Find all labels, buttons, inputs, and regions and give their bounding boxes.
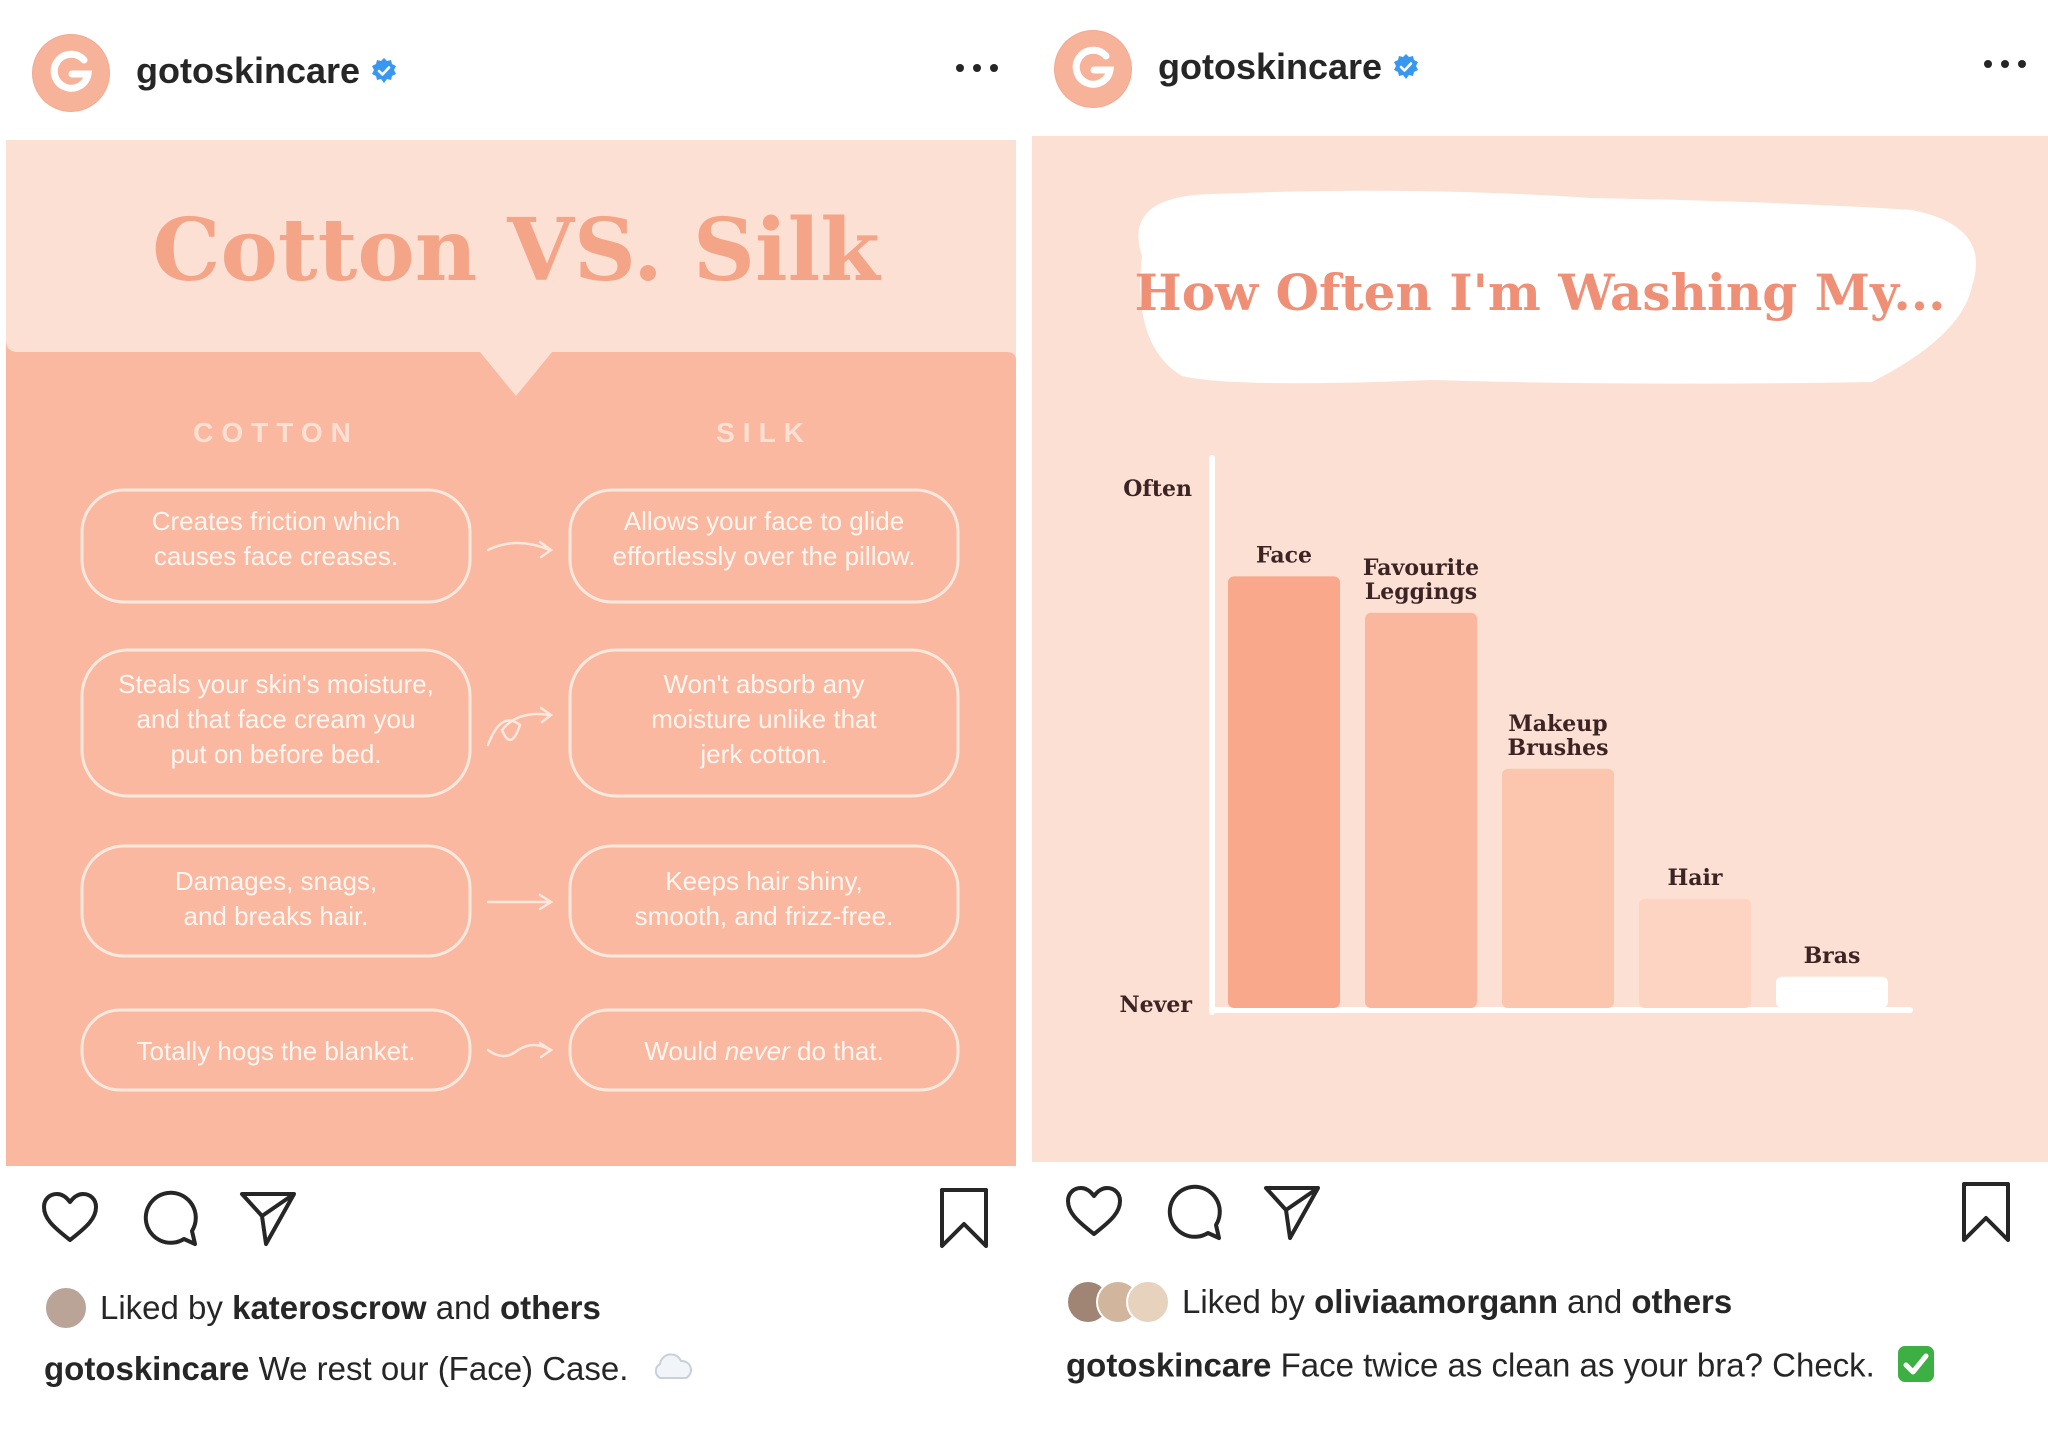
- liker-username[interactable]: oliviaamorgann: [1314, 1283, 1558, 1320]
- cotton-point-1: Creates friction which causes face crease…: [152, 506, 401, 571]
- chart-title: How Often I'm Washing My...: [1134, 263, 1945, 322]
- cotton-point-2: Steals your skin's moisture, and that fac…: [118, 669, 434, 769]
- save-bookmark-icon[interactable]: [932, 1186, 996, 1250]
- bar-label-makeup-brushes: Makeup Brushes: [1508, 711, 1609, 761]
- bar-label-face: Face: [1256, 542, 1312, 568]
- cloud-emoji-icon: [650, 1352, 694, 1390]
- caption-username[interactable]: gotoskincare: [1066, 1346, 1272, 1384]
- cotton-point-3: Damages, snags, and breaks hair.: [175, 866, 377, 931]
- caption-text: Face twice as clean as your bra? Check.: [1280, 1346, 1875, 1384]
- more-options-icon[interactable]: [952, 56, 1002, 80]
- share-send-icon[interactable]: [1260, 1180, 1324, 1244]
- save-bookmark-icon[interactable]: [1954, 1180, 2018, 1244]
- silk-point-4: Would never do that.: [644, 1036, 883, 1066]
- comment-bubble-icon[interactable]: [138, 1186, 202, 1250]
- caption-text: We rest our (Face) Case.: [258, 1350, 629, 1387]
- bar-makeup-brushes: [1502, 768, 1614, 1008]
- bar-label-favourite-leggings: Favourite Leggings: [1363, 555, 1479, 605]
- likes-others-link[interactable]: others: [1631, 1283, 1733, 1320]
- comment-bubble-icon[interactable]: [1162, 1180, 1226, 1244]
- liker-username[interactable]: kateroscrow: [232, 1289, 427, 1326]
- check-mark-emoji-icon: [1896, 1344, 1936, 1392]
- username-text: gotoskincare: [1158, 46, 1383, 87]
- verified-badge-icon: [1392, 53, 1420, 81]
- verified-badge-icon: [370, 57, 398, 85]
- post-image-washing-chart[interactable]: How Often I'm Washing My... Often Never …: [1032, 136, 2048, 1162]
- post-washing-chart: gotoskincare How Often I'm Washing My...…: [1032, 0, 2048, 1432]
- y-axis-top-label: Often: [1123, 476, 1192, 502]
- profile-avatar[interactable]: [32, 34, 110, 112]
- post-caption: gotoskincare We rest our (Face) Case.: [44, 1350, 694, 1390]
- column-header-cotton: COTTON: [193, 417, 359, 448]
- cotton-point-4: Totally hogs the blanket.: [137, 1036, 416, 1066]
- liker-avatars: [44, 1286, 88, 1330]
- silk-point-2: Won't absorb any moisture unlike that jerk…: [651, 669, 877, 769]
- more-options-icon[interactable]: [1980, 52, 2030, 76]
- post-cotton-vs-silk: gotoskincare Cotton VS. Silk COTTON SILK: [0, 0, 1024, 1390]
- comparison-arrows: [486, 540, 554, 1059]
- post-actions: [0, 1186, 1024, 1266]
- infographic-title: Cotton VS. Silk: [152, 200, 882, 301]
- username-text: gotoskincare: [136, 50, 361, 91]
- likes-prefix: Liked by: [100, 1289, 233, 1326]
- bar-favourite-leggings: [1365, 612, 1477, 1008]
- post-image-cotton-vs-silk[interactable]: Cotton VS. Silk COTTON SILK Create: [6, 140, 1016, 1166]
- caption-username[interactable]: gotoskincare: [44, 1350, 250, 1387]
- post-header: gotoskincare: [1032, 0, 2048, 140]
- bar-hair: [1639, 898, 1751, 1008]
- silk-point-1: Allows your face to glide effortlessly ov…: [613, 506, 916, 571]
- likes-middle: and: [1557, 1283, 1632, 1320]
- likes-middle: and: [426, 1289, 500, 1326]
- column-header-silk: SILK: [716, 417, 812, 448]
- username-link[interactable]: gotoskincare: [136, 50, 398, 92]
- chart-bars: [1228, 576, 1888, 1008]
- profile-avatar[interactable]: [1054, 30, 1132, 108]
- bar-face: [1228, 576, 1340, 1008]
- cotton-vs-silk-infographic: Cotton VS. Silk COTTON SILK Create: [6, 140, 1016, 1092]
- post-caption: gotoskincare Face twice as clean as your…: [1066, 1344, 1936, 1392]
- bar-bras: [1776, 976, 1888, 1008]
- likes-summary[interactable]: Liked by oliviaamorgann and others: [1066, 1280, 1732, 1324]
- likes-prefix: Liked by: [1182, 1283, 1315, 1320]
- chart-bar-labels: Face Favourite Leggings Makeup Brushes Hair Br…: [1256, 542, 1860, 968]
- liker-avatar: [1126, 1280, 1170, 1324]
- like-heart-icon[interactable]: [38, 1186, 102, 1250]
- likes-others-link[interactable]: others: [499, 1289, 601, 1326]
- liker-avatars: [1066, 1280, 1170, 1324]
- bar-label-hair: Hair: [1668, 865, 1723, 891]
- like-heart-icon[interactable]: [1062, 1180, 1126, 1244]
- y-axis-bottom-label: Never: [1120, 992, 1193, 1018]
- share-send-icon[interactable]: [236, 1186, 300, 1250]
- title-cloud-shape: [1138, 190, 1976, 384]
- post-header: gotoskincare: [0, 0, 1024, 140]
- washing-bar-chart: How Often I'm Washing My... Often Never …: [1120, 190, 1976, 1018]
- bar-label-bras: Bras: [1804, 943, 1861, 969]
- liker-avatar: [44, 1286, 88, 1330]
- post-actions: [1032, 1180, 2048, 1260]
- username-link[interactable]: gotoskincare: [1158, 46, 1420, 88]
- likes-summary[interactable]: Liked by kateroscrow and others: [44, 1286, 601, 1330]
- silk-point-3: Keeps hair shiny, smooth, and frizz-free.: [635, 866, 894, 931]
